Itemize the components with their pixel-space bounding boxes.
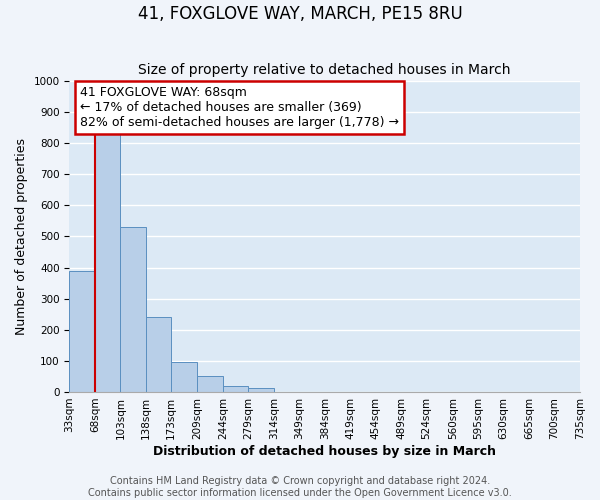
Bar (248, 388, 274, 392)
Bar (223, 386, 248, 392)
X-axis label: Distribution of detached houses by size in March: Distribution of detached houses by size … (153, 444, 496, 458)
Bar (95, 134, 121, 392)
Bar (197, 376, 223, 392)
Bar (171, 362, 197, 392)
Bar (146, 318, 171, 392)
Bar (70, 270, 95, 392)
Text: Contains HM Land Registry data © Crown copyright and database right 2024.
Contai: Contains HM Land Registry data © Crown c… (88, 476, 512, 498)
Y-axis label: Number of detached properties: Number of detached properties (15, 138, 28, 335)
Text: 41 FOXGLOVE WAY: 68sqm
← 17% of detached houses are smaller (369)
82% of semi-de: 41 FOXGLOVE WAY: 68sqm ← 17% of detached… (80, 86, 398, 128)
Text: 41, FOXGLOVE WAY, MARCH, PE15 8RU: 41, FOXGLOVE WAY, MARCH, PE15 8RU (137, 5, 463, 23)
Bar (121, 227, 146, 392)
Title: Size of property relative to detached houses in March: Size of property relative to detached ho… (139, 63, 511, 77)
